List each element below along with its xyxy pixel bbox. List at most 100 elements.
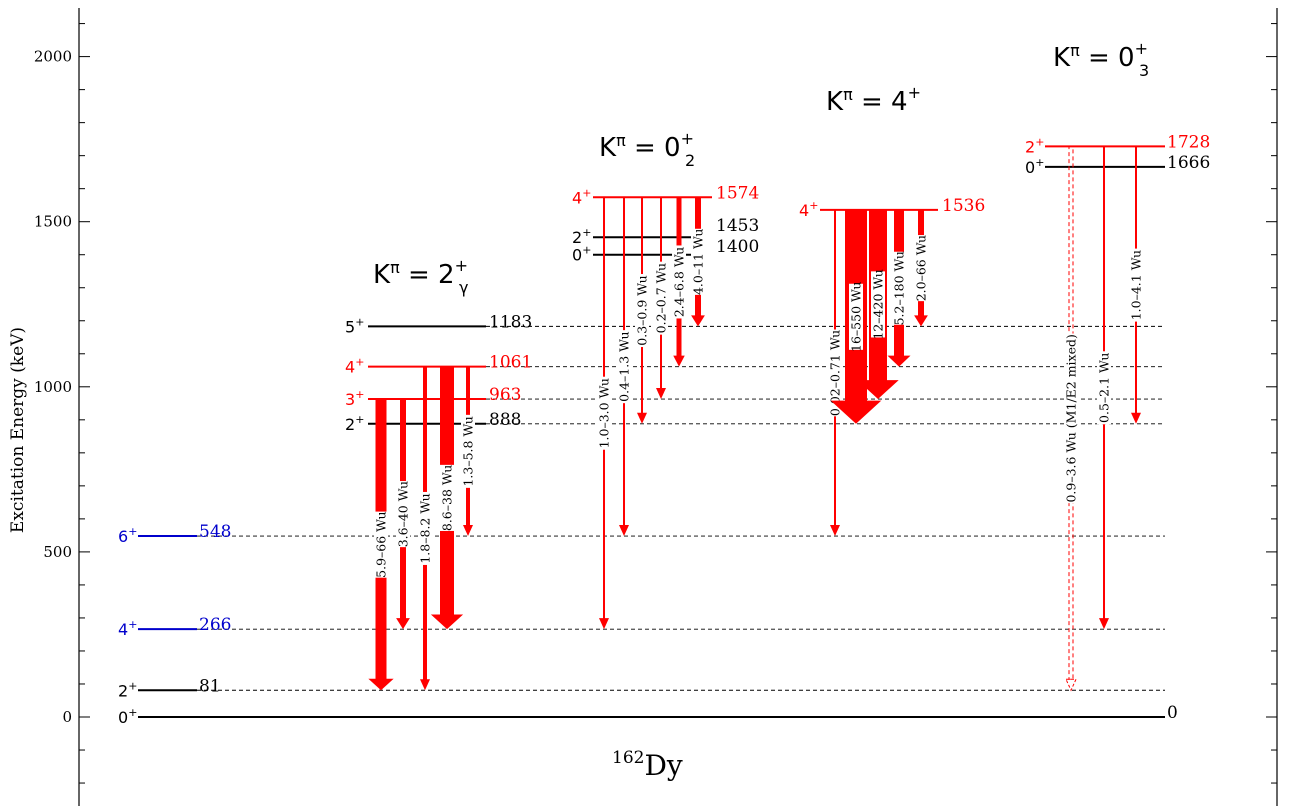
energy-label: 1453 <box>716 216 759 236</box>
transition-1728-888: 1.0–4.1 Wu <box>1129 146 1144 424</box>
transition-head <box>396 618 410 630</box>
y-tick-label: 0 <box>62 708 72 726</box>
transition-head <box>914 315 928 327</box>
spin-label: 2+ <box>118 679 137 700</box>
transition-label: 1.0–4.1 Wu <box>1129 250 1144 320</box>
nucleus-label: 162Dy <box>612 748 683 782</box>
transition-label: 0.02–0.71 Wu <box>828 330 843 416</box>
transition-label-box <box>440 464 454 531</box>
transition-label: 1.0–3.0 Wu <box>597 378 612 448</box>
transition-label-box <box>691 228 705 295</box>
transition-head <box>599 618 609 630</box>
transition-label-box <box>1097 351 1111 425</box>
transition-head <box>1131 412 1141 424</box>
energy-label: 963 <box>489 385 521 405</box>
transition-label-box <box>1064 333 1078 504</box>
transition-head <box>1099 618 1109 630</box>
transition-label-box <box>892 251 906 325</box>
spin-label: 0+ <box>572 244 591 265</box>
transition-label-box <box>374 511 388 578</box>
transition-1574-963: 0.2–0.7 Wu <box>654 197 669 400</box>
transition-label-box <box>871 271 885 338</box>
transition-1536-888: 16–550 Wu <box>830 209 882 424</box>
transition-label: 16–550 Wu <box>849 282 864 352</box>
transition-head <box>857 380 899 400</box>
energy-label: 1666 <box>1167 153 1210 173</box>
transition-head <box>830 400 882 424</box>
spin-label: 0+ <box>118 706 137 727</box>
transition-label: 2.4–6.8 Wu <box>672 247 687 317</box>
transition-label-box <box>617 330 631 404</box>
spin-label: 4+ <box>572 186 591 207</box>
band-title-gamma: Kπ = 2+ γ <box>373 256 468 297</box>
transition-label: 0.4–1.3 Wu <box>617 331 632 401</box>
transition-label: 1.3–5.8 Wu <box>461 416 476 486</box>
transition-1061-548: 1.3–5.8 Wu <box>461 366 476 537</box>
transition-label-box <box>849 283 863 350</box>
spin-label: 2+ <box>572 226 591 247</box>
transition-label-box <box>654 261 668 335</box>
spin-label: 4+ <box>118 618 137 639</box>
band-title-four: Kπ = 4+ <box>826 83 921 117</box>
y-tick-label: 2000 <box>34 48 72 66</box>
transition-head <box>637 412 647 424</box>
transition-1574-266: 1.0–3.0 Wu <box>597 197 612 630</box>
transition-head <box>368 678 394 691</box>
transition-1574-1183: 4.0–11 Wu <box>691 197 706 327</box>
transition-label-box <box>914 235 928 302</box>
transition-label-box <box>461 414 475 488</box>
axis-ticks: 0 500 1000 1500 2000 <box>34 23 1277 784</box>
transition-1061-81: 1.8–8.2 Wu <box>418 366 433 691</box>
transition-label: 5.2–180 Wu <box>892 251 907 325</box>
transition-label: 8.6–38 Wu <box>440 465 455 531</box>
transition-head <box>619 525 629 537</box>
energy-label: 888 <box>489 410 521 430</box>
transition-1061-266: 8.6–38 Wu <box>430 366 464 630</box>
spin-label: 3+ <box>345 388 364 409</box>
energy-label: 81 <box>199 676 221 696</box>
spin-label: 4+ <box>345 356 364 377</box>
band-title-zero2: Kπ = 0+ 2 <box>599 129 695 170</box>
transition-label: 1.8–8.2 Wu <box>418 493 433 563</box>
transition-label-box <box>418 491 432 565</box>
energy-label: 1061 <box>489 353 532 373</box>
spin-label: 4+ <box>799 199 818 220</box>
transition-head <box>830 525 840 537</box>
transition-head <box>1065 678 1077 692</box>
transition-head <box>656 388 666 400</box>
energy-label: 1536 <box>942 196 985 216</box>
transition-head <box>430 614 464 630</box>
transition-1536-1061: 5.2–180 Wu <box>887 209 911 367</box>
transition-label: 0.9–3.6 Wu (M1/E2 mixed) <box>1064 334 1079 502</box>
transition-label-box <box>672 245 686 319</box>
energy-label: 0 <box>1167 703 1178 723</box>
energy-label: 1183 <box>489 312 532 332</box>
transition-1536-963: 12–420 Wu <box>857 209 899 400</box>
energy-label: 548 <box>199 522 231 542</box>
transition-963-266: 3.6–40 Wu <box>396 399 411 630</box>
transition-label: 12–420 Wu <box>871 269 886 339</box>
energy-label: 1574 <box>716 183 759 203</box>
transition-label-box <box>1129 248 1143 322</box>
energy-label: 266 <box>199 615 231 635</box>
transition-label-box <box>828 329 842 417</box>
transition-1728-266: 0.5–2.1 Wu <box>1097 146 1112 630</box>
transition-1574-1061: 2.4–6.8 Wu <box>672 197 687 367</box>
y-axis-label: Excitation Energy (keV) <box>8 327 28 533</box>
levels <box>138 145 1165 718</box>
transition-label-box <box>635 274 649 348</box>
energy-label: 1400 <box>716 237 759 257</box>
transition-label: 2.0–66 Wu <box>914 235 929 301</box>
transition-963-81: 5.9–66 Wu <box>368 399 394 691</box>
spin-label: 5+ <box>345 315 364 336</box>
transition-1728-81: 0.9–3.6 Wu (M1/E2 mixed) <box>1064 145 1079 692</box>
transition-label: 0.5–2.1 Wu <box>1097 353 1112 423</box>
spin-label: 2+ <box>1025 135 1044 156</box>
labels: 0+ 0 2+ 81 4+ 266 6+ 548 2+ 888 3+ 963 4+ 1061 5+ 1183 0… <box>118 132 1210 727</box>
transition-label-box <box>396 481 410 548</box>
transition-1574-548: 0.4–1.3 Wu <box>617 197 632 537</box>
transition-label: 5.9–66 Wu <box>374 511 389 577</box>
y-tick-label: 1000 <box>34 378 72 396</box>
y-tick-label: 500 <box>43 543 72 561</box>
